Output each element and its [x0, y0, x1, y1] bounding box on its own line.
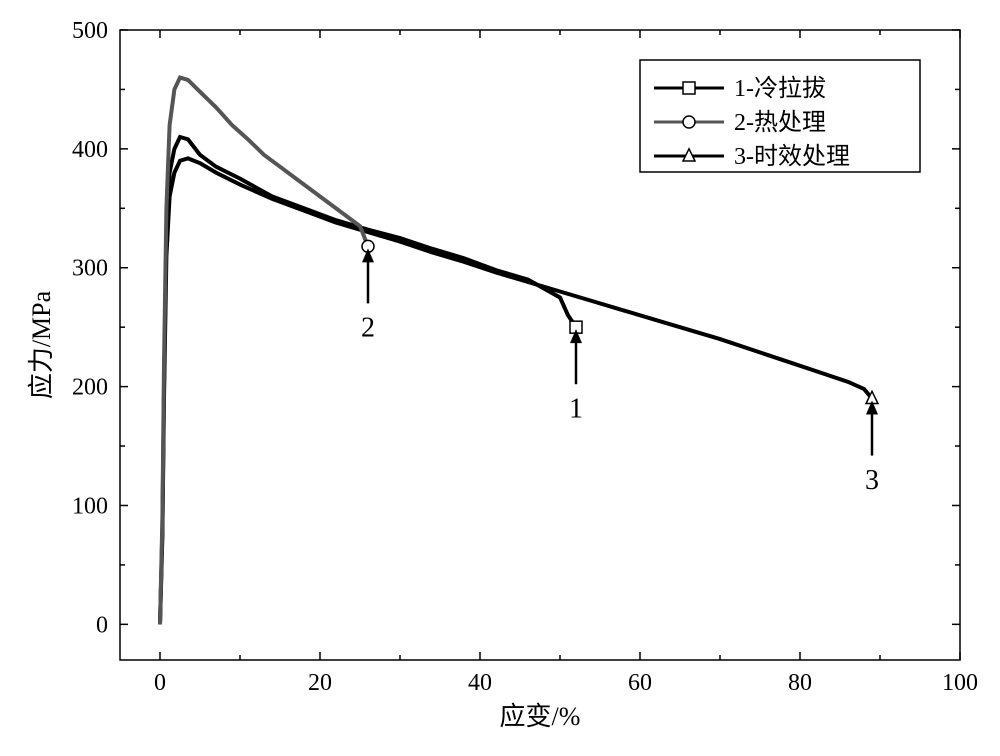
series-s3: [160, 158, 872, 624]
y-tick-label: 200: [72, 375, 108, 401]
series-s1: [160, 137, 576, 624]
y-tick-label: 400: [72, 137, 108, 163]
x-tick-label: 20: [308, 670, 332, 696]
stress-strain-chart: 0 20 40 60 80 100 0 100 200 300 400 500 应变/% 应力/MPa 2 1…: [0, 0, 1000, 756]
y-axis-label: 应力/MPa: [27, 290, 56, 399]
x-tick-label: 60: [628, 670, 652, 696]
y-tick-label: 100: [72, 493, 108, 519]
legend-label-s1: 1-冷拉拔: [734, 75, 826, 102]
annotation-label: 2: [361, 313, 375, 344]
x-tick-label: 0: [154, 670, 166, 696]
annotation-label: 1: [569, 394, 583, 425]
x-tick-label: 100: [942, 670, 978, 696]
x-tick-label: 80: [788, 670, 812, 696]
x-tick-label: 40: [468, 670, 492, 696]
y-tick-label: 300: [72, 256, 108, 282]
y-tick-label: 0: [96, 612, 108, 638]
annotation-label: 3: [865, 465, 879, 496]
chart-svg: 0 20 40 60 80 100 0 100 200 300 400 500 应变/% 应力/MPa 2 1…: [0, 0, 1000, 756]
y-tick-label: 500: [72, 18, 108, 44]
legend-label-s3: 3-时效处理: [734, 143, 850, 170]
x-axis-label: 应变/%: [500, 702, 581, 731]
legend-label-s2: 2-热处理: [734, 109, 826, 136]
